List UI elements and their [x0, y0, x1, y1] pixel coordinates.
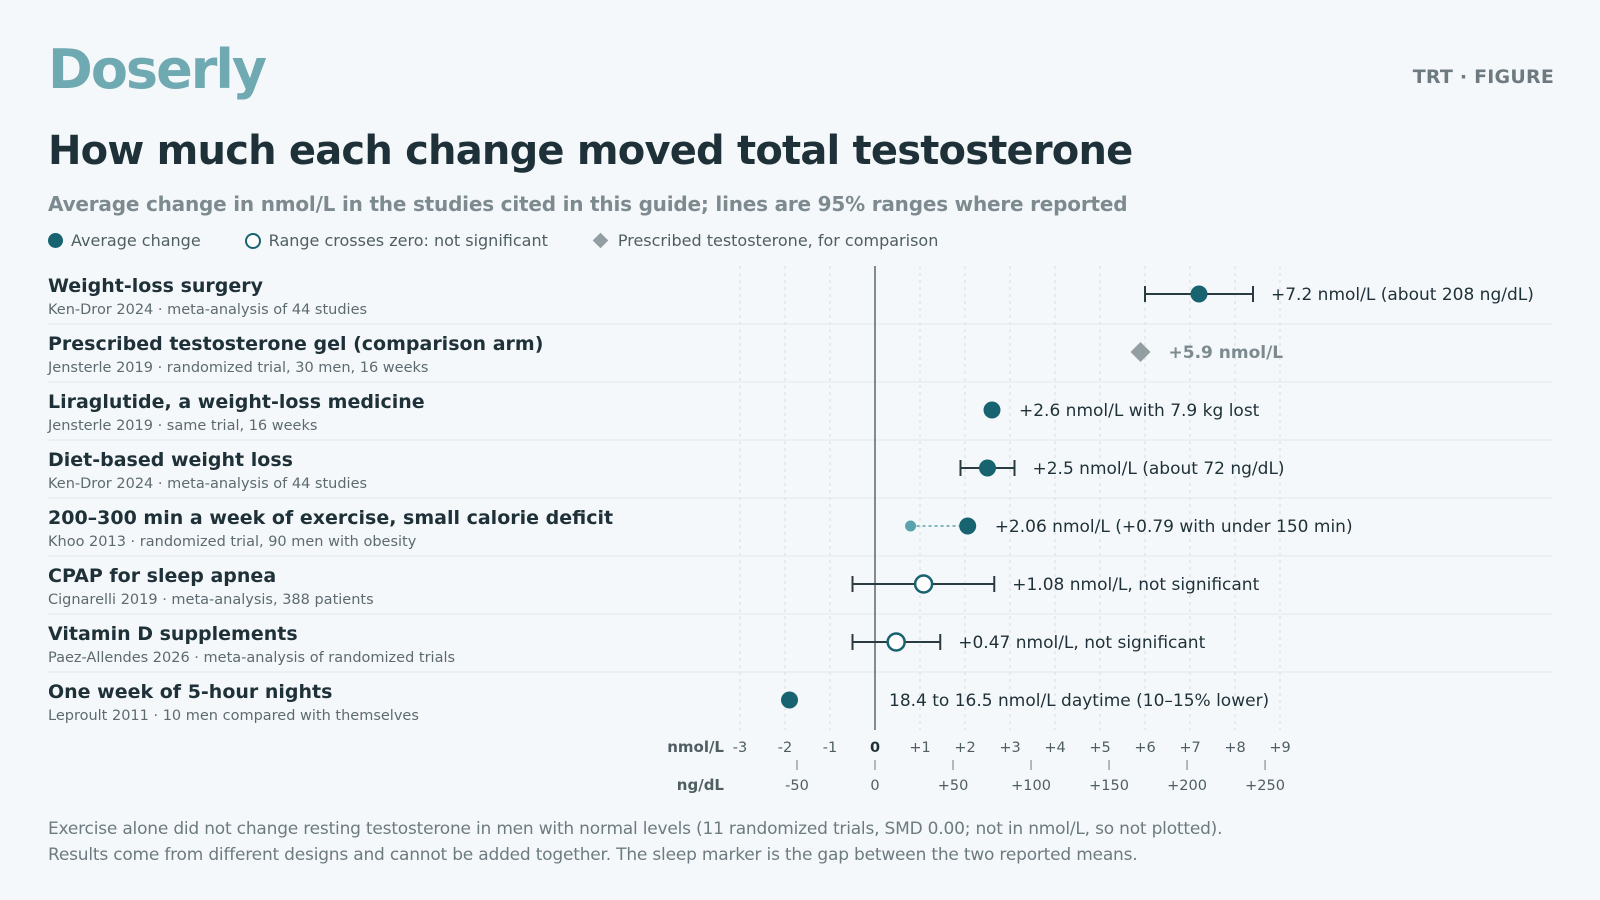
row-source: Cignarelli 2019 · meta-analysis, 388 pat…	[48, 592, 374, 608]
brand-logo: Doserly	[48, 38, 267, 101]
row-label: One week of 5-hour nights	[48, 681, 332, 703]
open-circle-icon	[244, 232, 261, 249]
x-tick-label: +8	[1224, 740, 1245, 756]
row-annotation: +2.06 nmol/L (+0.79 with under 150 min)	[995, 517, 1353, 537]
row-annotation: +2.5 nmol/L (about 72 ng/dL)	[1033, 459, 1285, 479]
legend: Average change Range crosses zero: not s…	[48, 231, 982, 250]
row-label: CPAP for sleep apnea	[48, 565, 276, 587]
row-2: Prescribed testosterone gel (comparison …	[47, 333, 1283, 376]
legend-label-open: Range crosses zero: not significant	[268, 231, 548, 250]
x-tick-label: 0	[870, 740, 880, 756]
row-label: Weight-loss surgery	[48, 275, 264, 297]
secondary-tick-label: 0	[870, 778, 879, 794]
figure-tag: TRT · FIGURE	[1412, 66, 1554, 88]
estimate-point	[781, 691, 798, 709]
x-tick-label: +2	[954, 740, 975, 756]
row-label: Liraglutide, a weight-loss medicine	[48, 391, 425, 413]
row-annotation: +1.08 nmol/L, not significant	[1012, 575, 1259, 595]
footnote-line-1: Exercise alone did not change resting te…	[48, 819, 1223, 839]
row-source: Khoo 2013 · randomized trial, 90 men wit…	[48, 534, 417, 550]
secondary-tick-label: -50	[785, 778, 809, 794]
row-source: Leproult 2011 · 10 men compared with the…	[48, 708, 419, 724]
row-label: Diet-based weight loss	[48, 449, 293, 471]
secondary-tick-label: +100	[1011, 778, 1051, 794]
x-tick-label: +3	[999, 740, 1020, 756]
x-tick-label: +9	[1269, 740, 1290, 756]
chart-subtitle: Average change in nmol/L in the studies …	[48, 192, 1128, 216]
row-source: Jensterle 2019 · same trial, 16 weeks	[47, 418, 317, 434]
estimate-diamond	[1130, 342, 1151, 362]
x-tick-label: +5	[1089, 740, 1110, 756]
row-annotation: +7.2 nmol/L (about 208 ng/dL)	[1271, 285, 1534, 305]
filled-circle-icon	[48, 233, 63, 248]
x-tick-label: -2	[778, 740, 792, 756]
estimate-point	[983, 401, 1001, 419]
chart-title: How much each change moved total testost…	[48, 128, 1133, 174]
secondary-tick-label: +50	[938, 778, 969, 794]
x-axis-ngdl: ng/dL -50 0 +50 +100 +150 +200 +250	[677, 760, 1285, 794]
row-label: 200–300 min a week of exercise, small ca…	[48, 507, 613, 529]
x-tick-label: -3	[733, 740, 747, 756]
secondary-point	[905, 520, 917, 532]
x-axis-nmol: nmol/L -3 -2 -1 0 +1 +2 +3 +4 +5 +6 +7 +8 +9	[667, 738, 1290, 756]
row-source: Jensterle 2019 · randomized trial, 30 me…	[47, 360, 428, 376]
estimate-point	[886, 632, 906, 652]
legend-item-diamond: Prescribed testosterone, for comparison	[592, 231, 938, 250]
row-8: One week of 5-hour nights Leproult 2011 ·…	[48, 681, 1269, 724]
x-tick-label: +4	[1044, 740, 1065, 756]
axis-unit-ngdl: ng/dL	[677, 776, 725, 794]
row-source: Ken-Dror 2024 · meta-analysis of 44 stud…	[48, 476, 367, 492]
row-4: Diet-based weight loss Ken-Dror 2024 · me…	[48, 449, 1285, 492]
secondary-tick-label: +250	[1245, 778, 1285, 794]
estimate-point	[959, 517, 977, 535]
row-source: Paez-Allendes 2026 · meta-analysis of ra…	[48, 650, 455, 666]
estimate-point	[1190, 285, 1208, 303]
row-6: CPAP for sleep apnea Cignarelli 2019 · me…	[48, 565, 1260, 608]
legend-item-average: Average change	[48, 231, 201, 250]
legend-item-open: Range crosses zero: not significant	[244, 231, 548, 250]
x-tick-label: -1	[823, 740, 837, 756]
row-annotation: 18.4 to 16.5 nmol/L daytime (10–15% lowe…	[889, 691, 1269, 711]
row-5: 200–300 min a week of exercise, small ca…	[48, 507, 1353, 550]
x-tick-label: +7	[1179, 740, 1200, 756]
row-1: Weight-loss surgery Ken-Dror 2024 · meta-…	[48, 275, 1534, 318]
axis-unit-nmol: nmol/L	[667, 738, 724, 756]
row-label: Vitamin D supplements	[48, 623, 298, 645]
legend-label-average: Average change	[71, 231, 201, 250]
row-annotation: +5.9 nmol/L	[1169, 343, 1284, 363]
x-tick-label: +6	[1134, 740, 1155, 756]
estimate-point	[913, 574, 934, 594]
row-separators	[48, 323, 1552, 673]
secondary-tick-label: +200	[1167, 778, 1207, 794]
row-7: Vitamin D supplements Paez-Allendes 2026 …	[48, 623, 1206, 666]
legend-label-diamond: Prescribed testosterone, for comparison	[617, 231, 939, 250]
row-3: Liraglutide, a weight-loss medicine Jenst…	[47, 391, 1260, 434]
estimate-point	[979, 459, 996, 477]
row-annotation: +0.47 nmol/L, not significant	[958, 633, 1205, 653]
footnote: Exercise alone did not change resting te…	[48, 816, 1223, 868]
row-source: Ken-Dror 2024 · meta-analysis of 44 stud…	[48, 302, 367, 318]
row-annotation: +2.6 nmol/L with 7.9 kg lost	[1019, 401, 1260, 421]
footnote-line-2: Results come from different designs and …	[48, 845, 1138, 865]
row-label: Prescribed testosterone gel (comparison …	[48, 333, 543, 355]
secondary-tick-label: +150	[1089, 778, 1129, 794]
x-tick-label: +1	[909, 740, 930, 756]
